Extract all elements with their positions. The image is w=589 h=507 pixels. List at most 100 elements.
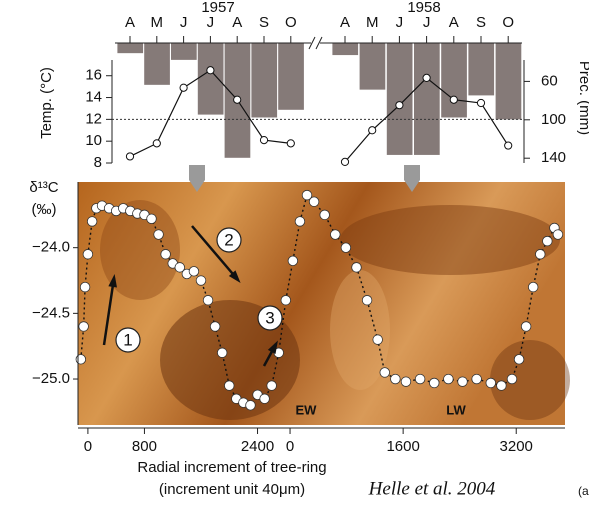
isotope-point xyxy=(485,377,496,389)
month-label: M xyxy=(366,14,379,31)
month-label: J xyxy=(396,14,404,31)
month-label: O xyxy=(502,14,514,31)
isotope-point xyxy=(188,266,200,277)
isotope-point xyxy=(209,321,221,332)
month-label: A xyxy=(125,14,135,31)
isotope-point xyxy=(216,347,228,358)
x-tick-label: 3200 xyxy=(500,438,533,455)
annotation: LW xyxy=(446,402,466,417)
precip-bar xyxy=(494,42,523,121)
isotope-point xyxy=(319,209,330,221)
arrow xyxy=(102,277,116,346)
isotope-point xyxy=(266,380,277,391)
isotope-point xyxy=(174,262,185,273)
precip-bar xyxy=(467,42,495,97)
precip-bar xyxy=(116,42,144,54)
isotope-point xyxy=(330,229,341,240)
isotope-point xyxy=(79,281,91,293)
temp-point xyxy=(340,157,350,167)
y-tick-label: −24.0 xyxy=(32,239,70,256)
annotation: EW xyxy=(296,402,318,417)
y-tick-label: −24.5 xyxy=(32,304,70,321)
y-tick-label: 12 xyxy=(85,110,102,127)
isotope-point xyxy=(301,189,313,201)
isotope-point xyxy=(471,373,482,385)
axis-break xyxy=(308,36,323,50)
year-label: 1958 xyxy=(407,0,440,16)
y-axis-title: Temp. (°C) xyxy=(38,67,55,139)
month-label: M xyxy=(151,14,164,31)
isotope-point xyxy=(195,275,207,286)
annotation: 1 xyxy=(123,330,132,349)
isotope-point xyxy=(75,354,87,365)
temp-point xyxy=(368,126,377,135)
isotope-point xyxy=(443,373,454,385)
isotope-point xyxy=(78,321,89,332)
isotope-point xyxy=(379,367,390,378)
source: Helle et al. 2004 xyxy=(368,478,496,499)
precip-bar xyxy=(143,42,171,86)
isotope-point xyxy=(287,255,299,267)
isotope-point xyxy=(390,373,401,385)
pointer xyxy=(404,165,420,192)
y-axis-title: δ¹³C xyxy=(29,179,58,196)
y2-tick-label: 100 xyxy=(541,111,566,128)
x-tick-label: 2400 xyxy=(241,438,274,455)
arrow-head xyxy=(228,270,241,284)
arrow-head xyxy=(108,274,117,288)
year-label: 1957 xyxy=(201,0,234,16)
month-label: J xyxy=(180,14,188,31)
isotope-point xyxy=(308,196,320,207)
x-tick-label: 0 xyxy=(286,438,294,455)
y-tick-label: 8 xyxy=(94,154,102,171)
y-tick-label: −25.0 xyxy=(32,370,70,387)
temp-point xyxy=(504,141,513,150)
isotope-panel: 0 800 2400 0 1600 3200 −24.0 −24.5 −25.0 δ¹³C (‰) R… xyxy=(29,179,589,499)
isotope-point xyxy=(429,377,440,389)
annotation: 3 xyxy=(265,308,274,327)
precip-bar xyxy=(170,42,198,61)
temp-point xyxy=(152,139,161,148)
y2-tick-label: 60 xyxy=(541,72,558,89)
isotope-point xyxy=(400,376,412,387)
isotope-point xyxy=(153,229,164,240)
temp-point xyxy=(179,83,188,92)
month-label: O xyxy=(285,14,297,31)
isotope-point xyxy=(506,373,518,385)
temp-point xyxy=(233,95,242,104)
y-tick-label: 14 xyxy=(85,89,102,106)
y-axis-unit: (‰) xyxy=(32,201,57,218)
isotope-point xyxy=(542,235,553,247)
y-tick-label: 10 xyxy=(85,132,102,149)
isotope-point xyxy=(224,380,235,391)
y2-tick-label: 140 xyxy=(541,149,566,166)
isotope-point xyxy=(146,213,157,224)
x-tick-label: 0 xyxy=(84,438,92,455)
isotope-point xyxy=(294,216,306,227)
temp-point xyxy=(125,152,135,161)
annotation-circle xyxy=(115,327,141,353)
temp-point xyxy=(259,135,269,145)
isotope-point xyxy=(259,393,270,404)
x-tick-label: 800 xyxy=(132,438,157,455)
temp-point xyxy=(286,139,295,148)
precip-bar xyxy=(331,42,359,56)
x-tick-label: 1600 xyxy=(386,438,419,455)
precip-bar xyxy=(358,42,387,91)
temp-point xyxy=(449,95,458,104)
precip-bar xyxy=(440,42,468,119)
isotope-point xyxy=(520,321,532,332)
isotope-point xyxy=(414,373,426,385)
isotope-point xyxy=(552,229,564,240)
month-label: S xyxy=(259,14,269,31)
wood-photo xyxy=(78,182,570,425)
isotope-point xyxy=(457,376,468,387)
annotation-circle xyxy=(216,227,242,253)
month-label: A xyxy=(340,14,350,31)
precip-bar xyxy=(196,42,225,116)
isotope-point xyxy=(351,262,362,273)
x-axis-title: (increment unit 40μm) xyxy=(159,481,305,498)
panel-label: (a xyxy=(578,484,589,498)
